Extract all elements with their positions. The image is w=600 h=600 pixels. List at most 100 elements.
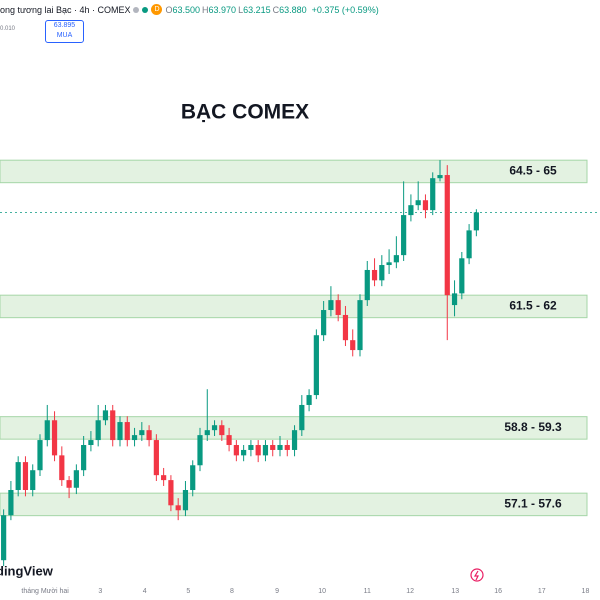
candle-body bbox=[81, 445, 87, 471]
candle bbox=[73, 464, 79, 495]
candle bbox=[299, 395, 305, 437]
candle bbox=[37, 434, 43, 477]
candle bbox=[357, 294, 363, 357]
candle-body bbox=[248, 445, 254, 450]
zone bbox=[0, 294, 588, 319]
candle bbox=[190, 460, 196, 497]
flash-bolt[interactable] bbox=[473, 570, 479, 581]
candle bbox=[1, 509, 7, 567]
x-tick-label: 4 bbox=[143, 588, 147, 595]
candle bbox=[146, 425, 152, 447]
ohlc-value: 63.970 bbox=[208, 4, 237, 15]
candle-body bbox=[197, 435, 203, 466]
candle bbox=[241, 445, 247, 462]
candle bbox=[81, 436, 87, 477]
candle-body bbox=[117, 422, 123, 441]
x-tick-label: 17 bbox=[538, 588, 546, 595]
candle-body bbox=[146, 430, 152, 441]
candle bbox=[15, 456, 21, 497]
candle bbox=[175, 498, 181, 521]
ohlc-label: L bbox=[238, 4, 244, 15]
buy-label[interactable]: MUA bbox=[56, 32, 73, 39]
candle bbox=[66, 476, 72, 499]
candle-body bbox=[95, 420, 101, 441]
ohlc-label: H bbox=[202, 4, 209, 15]
candle-body bbox=[430, 178, 436, 211]
candle bbox=[59, 446, 65, 486]
candle-body bbox=[37, 440, 43, 471]
candle-body bbox=[357, 300, 363, 351]
candle-body bbox=[30, 470, 36, 491]
candle-body bbox=[379, 265, 385, 281]
zone-label: 61.5 - 62 bbox=[509, 299, 557, 313]
candle-body bbox=[437, 175, 443, 179]
x-tick-label: 10 bbox=[318, 588, 326, 595]
candle-body bbox=[233, 445, 239, 456]
candle-body bbox=[459, 258, 465, 294]
candle-body bbox=[386, 262, 392, 266]
candle-body bbox=[291, 430, 298, 450]
symbol-title: ong tương lai Bạc · 4h · COMEX bbox=[0, 4, 131, 15]
candle bbox=[255, 440, 261, 463]
candle bbox=[379, 255, 385, 287]
ohlc-value: 63.215 bbox=[243, 4, 271, 15]
candle-body bbox=[335, 300, 341, 315]
candle bbox=[451, 280, 458, 317]
candle-body bbox=[241, 449, 247, 456]
candle-body bbox=[284, 445, 290, 450]
market-dot bbox=[142, 6, 149, 13]
candle-body bbox=[473, 212, 479, 231]
candle-body bbox=[451, 293, 458, 306]
candle bbox=[386, 249, 392, 275]
zone-label: 64.5 - 65 bbox=[509, 164, 557, 178]
candle-body bbox=[408, 205, 414, 216]
candle bbox=[437, 160, 443, 182]
header: ong tương lai Bạc · 4h · COMEX D O63.500… bbox=[0, 4, 381, 15]
zone bbox=[0, 492, 588, 517]
candle-body bbox=[8, 490, 14, 516]
candle bbox=[364, 260, 370, 306]
candle bbox=[88, 431, 94, 452]
candle bbox=[393, 236, 399, 269]
x-tick-label: 9 bbox=[275, 588, 279, 595]
candle bbox=[124, 416, 130, 447]
ohlc: O63.500 H63.970 L63.215 C63.880 bbox=[165, 5, 308, 15]
candle-body bbox=[124, 422, 130, 441]
flash-icon[interactable] bbox=[470, 568, 484, 582]
candle-body bbox=[226, 435, 232, 446]
candle bbox=[430, 172, 436, 216]
candle bbox=[328, 286, 334, 317]
candle-body bbox=[51, 420, 58, 456]
candle bbox=[51, 411, 58, 462]
candle bbox=[139, 422, 145, 441]
candle-body bbox=[401, 215, 407, 256]
flash-circle[interactable] bbox=[470, 568, 484, 582]
candle bbox=[408, 194, 414, 222]
candle bbox=[30, 464, 36, 497]
zone bbox=[0, 159, 588, 184]
logo: dingView bbox=[0, 563, 54, 578]
candle-body bbox=[415, 200, 421, 206]
candle bbox=[335, 294, 341, 322]
candle-body bbox=[364, 269, 370, 301]
ohlc-value: 63.880 bbox=[279, 4, 307, 15]
candle bbox=[350, 329, 356, 357]
candle bbox=[182, 481, 189, 517]
candle-body bbox=[350, 340, 356, 351]
candle-body bbox=[131, 435, 138, 441]
candle bbox=[466, 224, 472, 265]
candle bbox=[401, 181, 407, 261]
buy-price[interactable]: 63.895 bbox=[53, 22, 76, 29]
x-tick-label: 5 bbox=[186, 588, 190, 595]
x-tick-label: 8 bbox=[230, 588, 234, 595]
candle-body bbox=[22, 462, 29, 491]
candle bbox=[313, 329, 319, 400]
candle bbox=[22, 456, 29, 497]
ohlc-label: C bbox=[272, 4, 280, 15]
zone-label: 58.8 - 59.3 bbox=[504, 420, 562, 434]
candle bbox=[204, 389, 210, 441]
buy-button[interactable]: 63.895 MUA bbox=[45, 20, 84, 43]
candle bbox=[277, 436, 283, 457]
candle bbox=[44, 404, 50, 447]
ohlc-label: O bbox=[165, 4, 173, 15]
